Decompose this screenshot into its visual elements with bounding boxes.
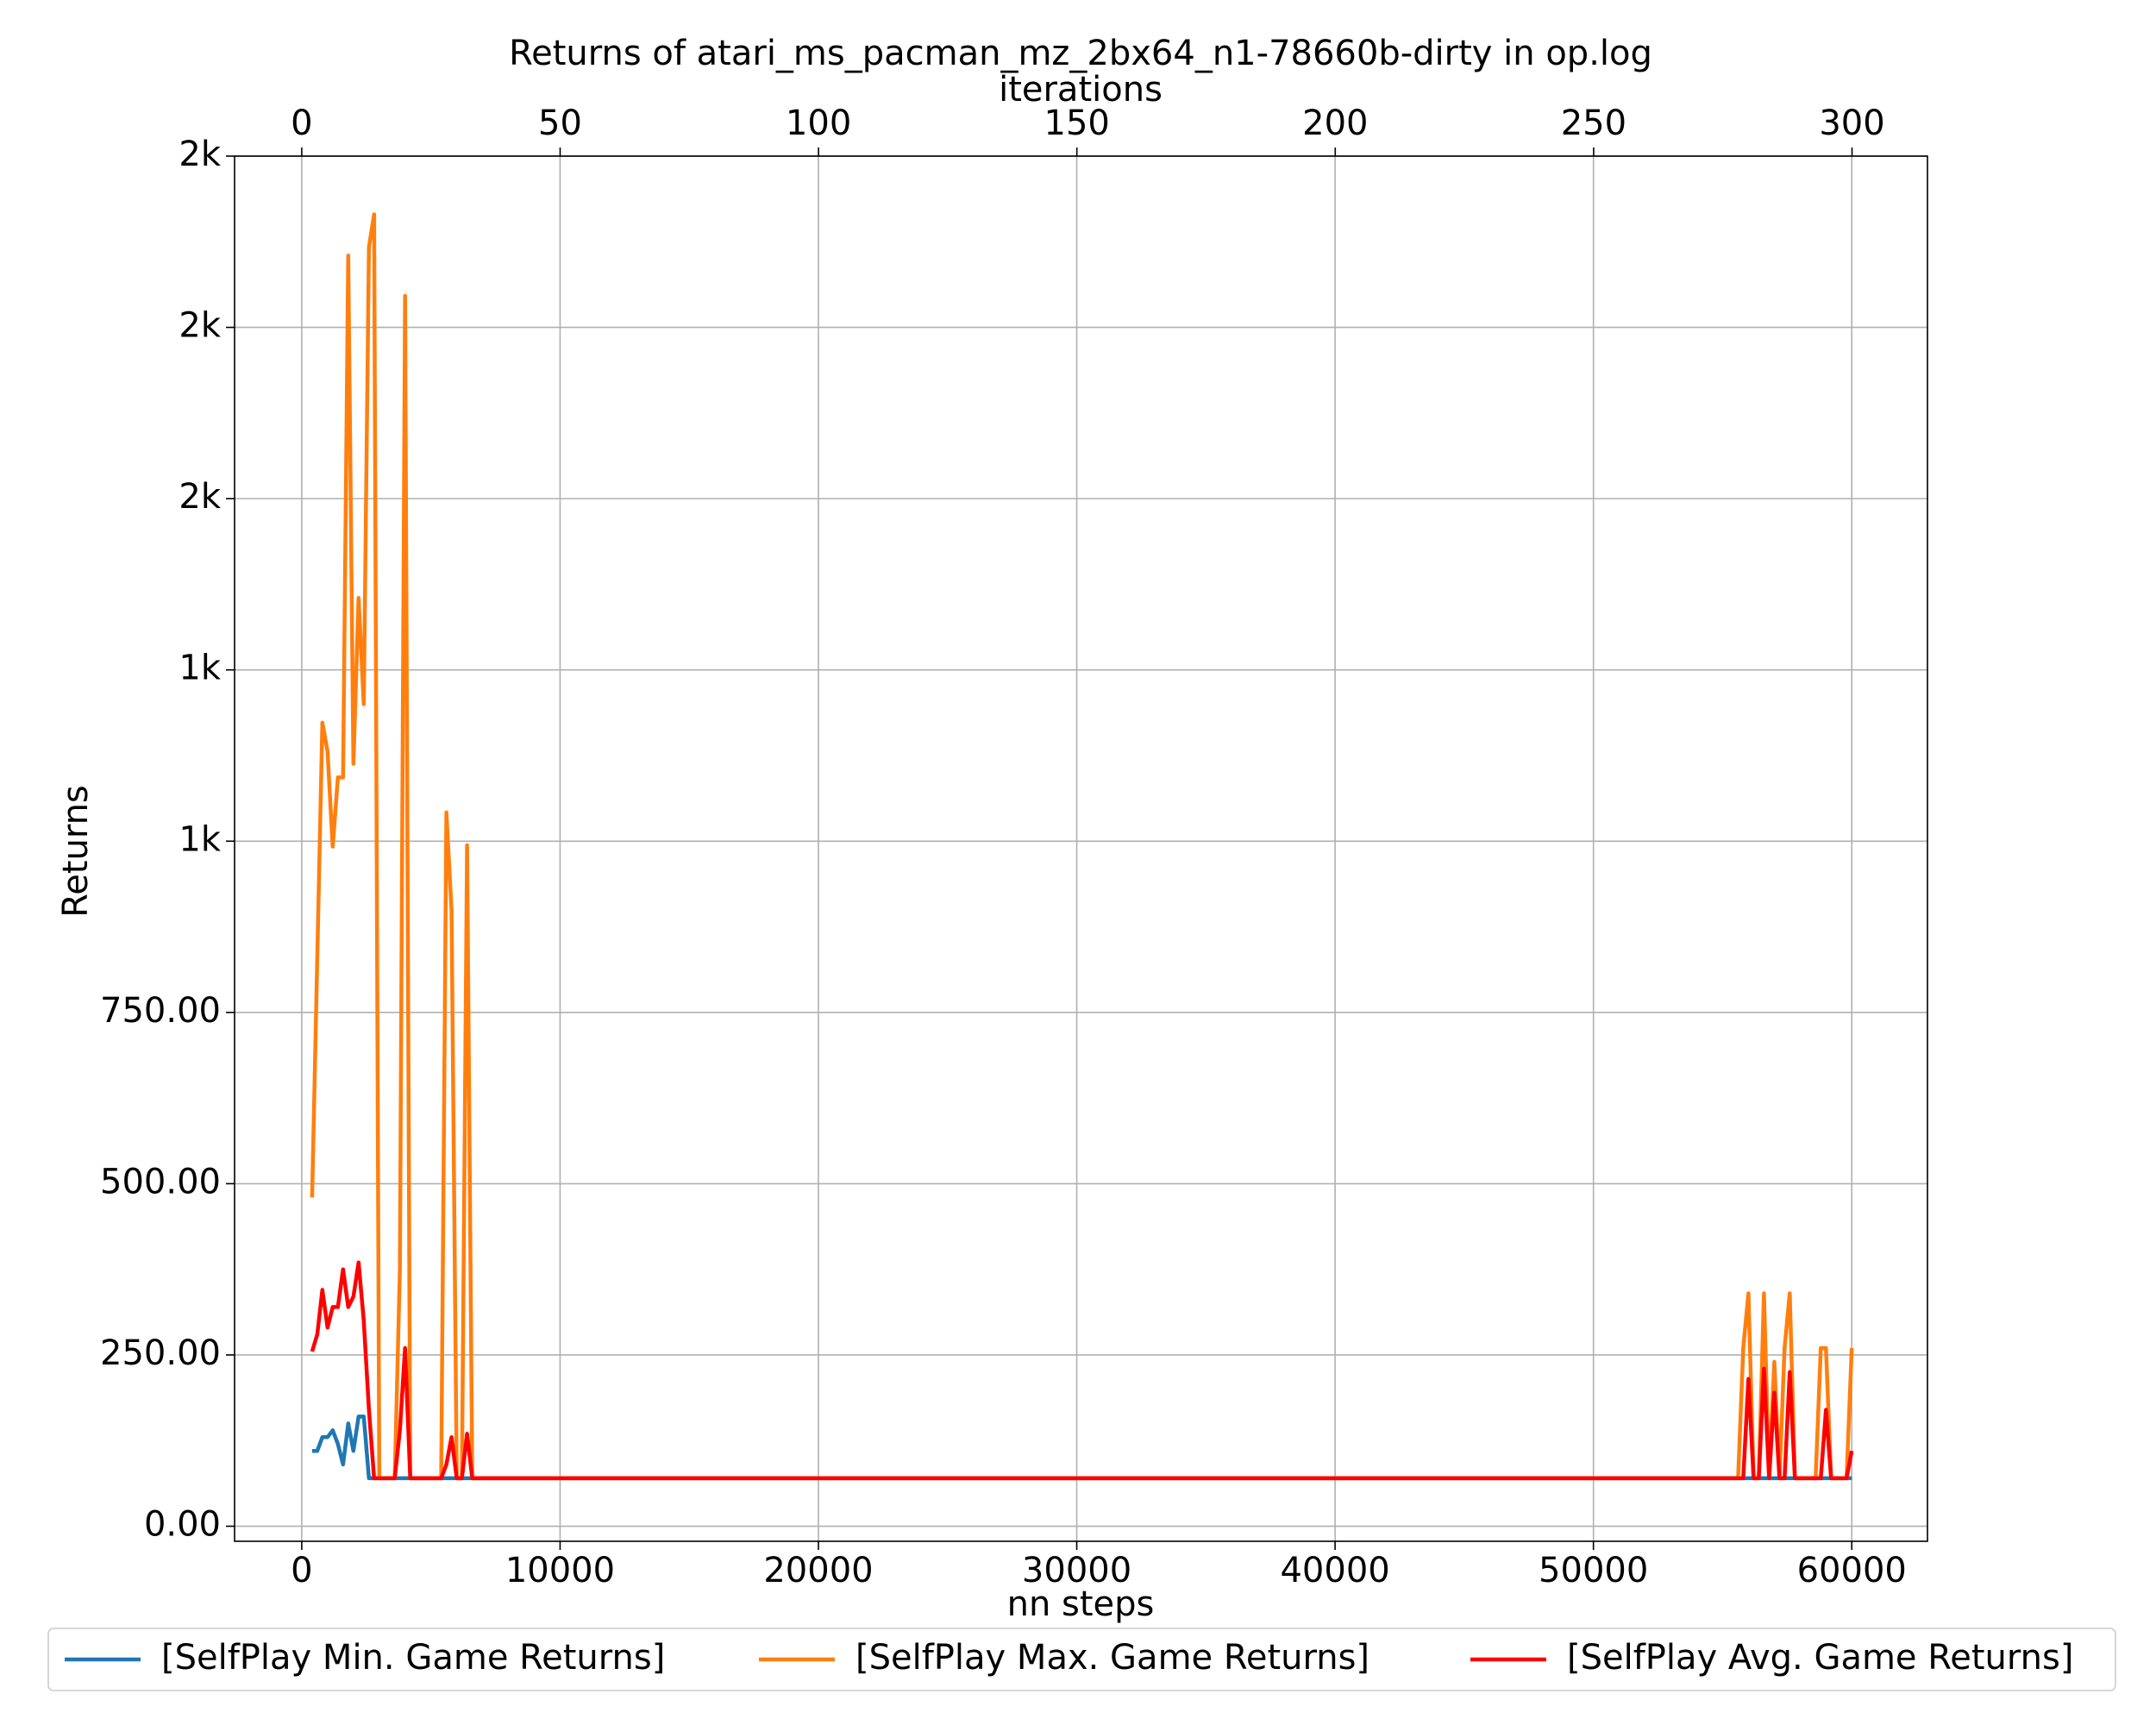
legend-label: [SelfPlay Avg. Game Returns]	[1567, 1638, 2073, 1678]
legend-label: [SelfPlay Min. Game Returns]	[161, 1638, 665, 1678]
legend: [SelfPlay Min. Game Returns] [SelfPlay Ma…	[47, 1628, 2116, 1691]
y-tick-label: 2k	[179, 135, 221, 174]
x-tick-label: 10000	[505, 1551, 615, 1590]
y-tick-label: 0.00	[144, 1505, 221, 1545]
y-tick-label: 2k	[179, 306, 221, 346]
legend-label: [SelfPlay Max. Game Returns]	[856, 1638, 1369, 1678]
y-tick-label: 2k	[179, 477, 221, 517]
y-tick-label: 500.00	[100, 1162, 221, 1201]
x-tick-label: 0	[291, 1551, 312, 1590]
x2-tick-label: 200	[1302, 104, 1368, 143]
x2-tick-label: 250	[1561, 104, 1626, 143]
series-line	[310, 212, 1854, 1481]
x2-tick-label: 100	[786, 104, 851, 143]
plot-frame	[234, 155, 1928, 1542]
series-line	[311, 1414, 1852, 1481]
x2-tick-label: 0	[291, 104, 312, 143]
x2-tick-label: 300	[1819, 104, 1884, 143]
chart-title: Returns of atari_ms_pacman_mz_2bx64_n1-7…	[509, 34, 1652, 73]
x-tick-label: 50000	[1539, 1551, 1648, 1590]
series-line	[310, 1260, 1854, 1481]
y-tick-label: 250.00	[100, 1333, 221, 1373]
x-tick-label: 30000	[1022, 1551, 1131, 1590]
y-tick-label: 1k	[179, 819, 221, 859]
x2-tick-label: 50	[538, 104, 582, 143]
x-axis-label: nn steps	[1007, 1584, 1155, 1624]
y-tick-label: 1k	[179, 649, 221, 688]
legend-box	[47, 1628, 2116, 1691]
x2-axis-label: iterations	[999, 70, 1163, 110]
x-tick-label: 40000	[1280, 1551, 1389, 1590]
y-tick-label: 750.00	[100, 991, 221, 1031]
y-axis-label: Returns	[56, 785, 96, 918]
x-tick-label: 60000	[1797, 1551, 1907, 1590]
x2-tick-label: 150	[1044, 104, 1110, 143]
x-tick-label: 20000	[763, 1551, 873, 1590]
